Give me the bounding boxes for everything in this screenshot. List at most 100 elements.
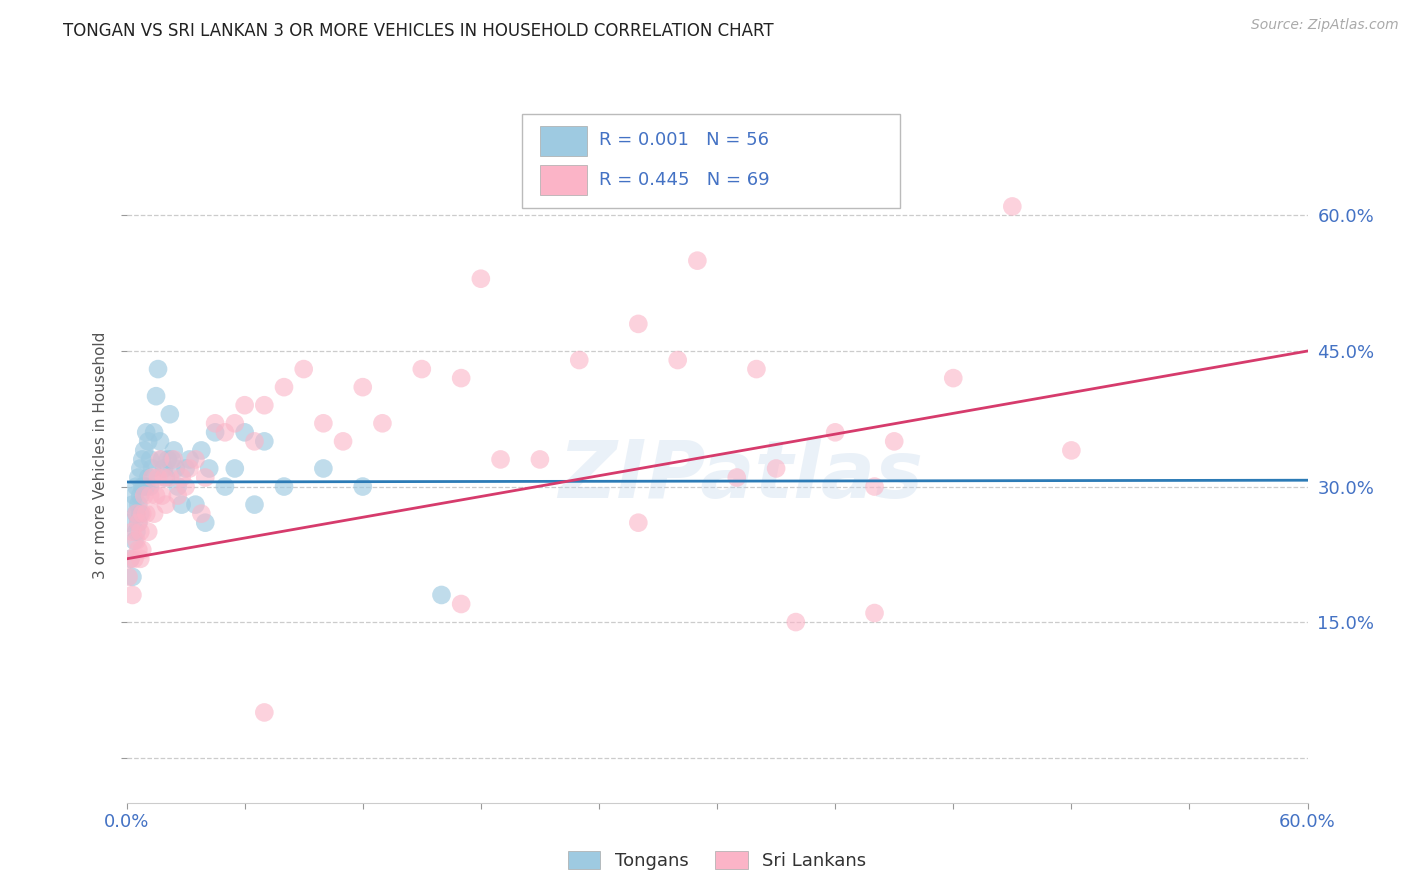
Point: [253, 706, 276, 720]
Text: R = 0.001   N = 56: R = 0.001 N = 56: [599, 131, 769, 150]
Point: [292, 362, 315, 376]
Point: [312, 461, 335, 475]
Point: [194, 470, 217, 484]
Point: [568, 353, 591, 368]
Point: [352, 380, 374, 394]
Point: [194, 516, 217, 530]
Point: [131, 479, 153, 493]
Point: [470, 271, 492, 285]
Point: [243, 434, 266, 449]
Point: [131, 507, 153, 521]
Point: [143, 425, 166, 440]
Point: [273, 479, 295, 493]
Point: [129, 524, 152, 539]
Point: [149, 452, 172, 467]
Legend: Tongans, Sri Lankans: Tongans, Sri Lankans: [561, 844, 873, 877]
Point: [253, 398, 276, 412]
Point: [785, 615, 807, 629]
Point: [942, 371, 965, 385]
Point: [125, 507, 148, 521]
Point: [1060, 443, 1083, 458]
Point: [129, 461, 152, 475]
Point: [863, 606, 886, 620]
Point: [121, 570, 143, 584]
Point: [243, 498, 266, 512]
Point: [124, 489, 146, 503]
Y-axis label: 3 or more Vehicles in Household: 3 or more Vehicles in Household: [93, 331, 108, 579]
Point: [146, 470, 169, 484]
Point: [489, 452, 512, 467]
Point: [135, 479, 157, 493]
Point: [430, 588, 453, 602]
Point: [312, 417, 335, 431]
Point: [134, 479, 156, 493]
Point: [150, 452, 173, 467]
Point: [145, 489, 167, 503]
Point: [765, 461, 787, 475]
Point: [141, 461, 163, 475]
Point: [143, 507, 166, 521]
Point: [134, 443, 156, 458]
Point: [139, 479, 162, 493]
Point: [411, 362, 433, 376]
Point: [214, 479, 236, 493]
Text: R = 0.445   N = 69: R = 0.445 N = 69: [599, 171, 769, 189]
Point: [170, 498, 193, 512]
Point: [127, 516, 149, 530]
Point: [131, 542, 153, 557]
Point: [156, 452, 179, 467]
Point: [725, 470, 748, 484]
Point: [273, 380, 295, 394]
Point: [686, 253, 709, 268]
Point: [166, 489, 188, 503]
Point: [163, 443, 186, 458]
Point: [198, 461, 221, 475]
Point: [121, 498, 143, 512]
Point: [166, 479, 188, 493]
Point: [165, 461, 187, 475]
Text: TONGAN VS SRI LANKAN 3 OR MORE VEHICLES IN HOUSEHOLD CORRELATION CHART: TONGAN VS SRI LANKAN 3 OR MORE VEHICLES …: [63, 22, 773, 40]
Text: ZIPatlas: ZIPatlas: [558, 437, 924, 515]
Point: [127, 498, 149, 512]
Point: [352, 479, 374, 493]
Point: [150, 489, 173, 503]
Point: [129, 507, 152, 521]
Point: [136, 470, 159, 484]
Point: [127, 542, 149, 557]
Point: [127, 516, 149, 530]
FancyBboxPatch shape: [522, 114, 900, 208]
Point: [184, 452, 207, 467]
Point: [135, 507, 157, 521]
Bar: [540, 166, 588, 195]
Point: [139, 452, 162, 467]
Point: [224, 461, 246, 475]
Point: [450, 597, 472, 611]
Point: [190, 507, 212, 521]
Point: [332, 434, 354, 449]
Point: [153, 470, 176, 484]
Point: [136, 434, 159, 449]
Point: [139, 489, 162, 503]
Point: [120, 551, 142, 566]
Point: [131, 452, 153, 467]
Point: [666, 353, 689, 368]
Point: [529, 452, 551, 467]
Point: [1001, 199, 1024, 213]
Point: [125, 507, 148, 521]
Point: [253, 434, 276, 449]
Point: [174, 461, 197, 475]
Point: [233, 425, 256, 440]
Point: [136, 524, 159, 539]
Point: [233, 398, 256, 412]
Point: [124, 551, 146, 566]
Point: [129, 551, 152, 566]
Point: [179, 452, 201, 467]
Point: [214, 425, 236, 440]
Point: [125, 533, 148, 548]
Point: [745, 362, 768, 376]
Point: [127, 470, 149, 484]
Point: [121, 524, 143, 539]
Point: [121, 588, 143, 602]
Point: [159, 470, 181, 484]
Point: [153, 461, 176, 475]
